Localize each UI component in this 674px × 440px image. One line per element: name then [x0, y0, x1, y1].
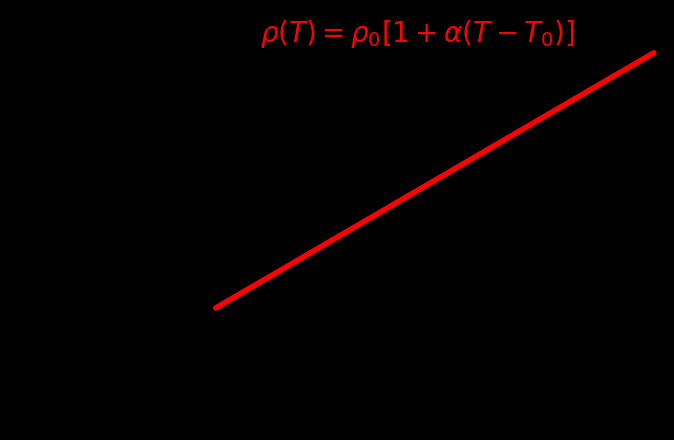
Text: $\rho(T) = \rho_0[1 + \alpha(T - T_0)]$: $\rho(T) = \rho_0[1 + \alpha(T - T_0)]$ [260, 18, 576, 50]
